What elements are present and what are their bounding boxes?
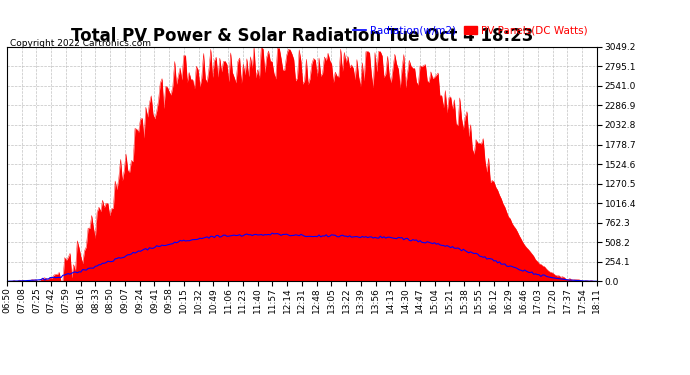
- Text: Copyright 2022 Cartronics.com: Copyright 2022 Cartronics.com: [10, 39, 151, 48]
- Title: Total PV Power & Solar Radiation Tue Oct 4 18:23: Total PV Power & Solar Radiation Tue Oct…: [70, 27, 533, 45]
- Legend: Radiation(w/m2), PV Panels(DC Watts): Radiation(w/m2), PV Panels(DC Watts): [349, 22, 591, 40]
